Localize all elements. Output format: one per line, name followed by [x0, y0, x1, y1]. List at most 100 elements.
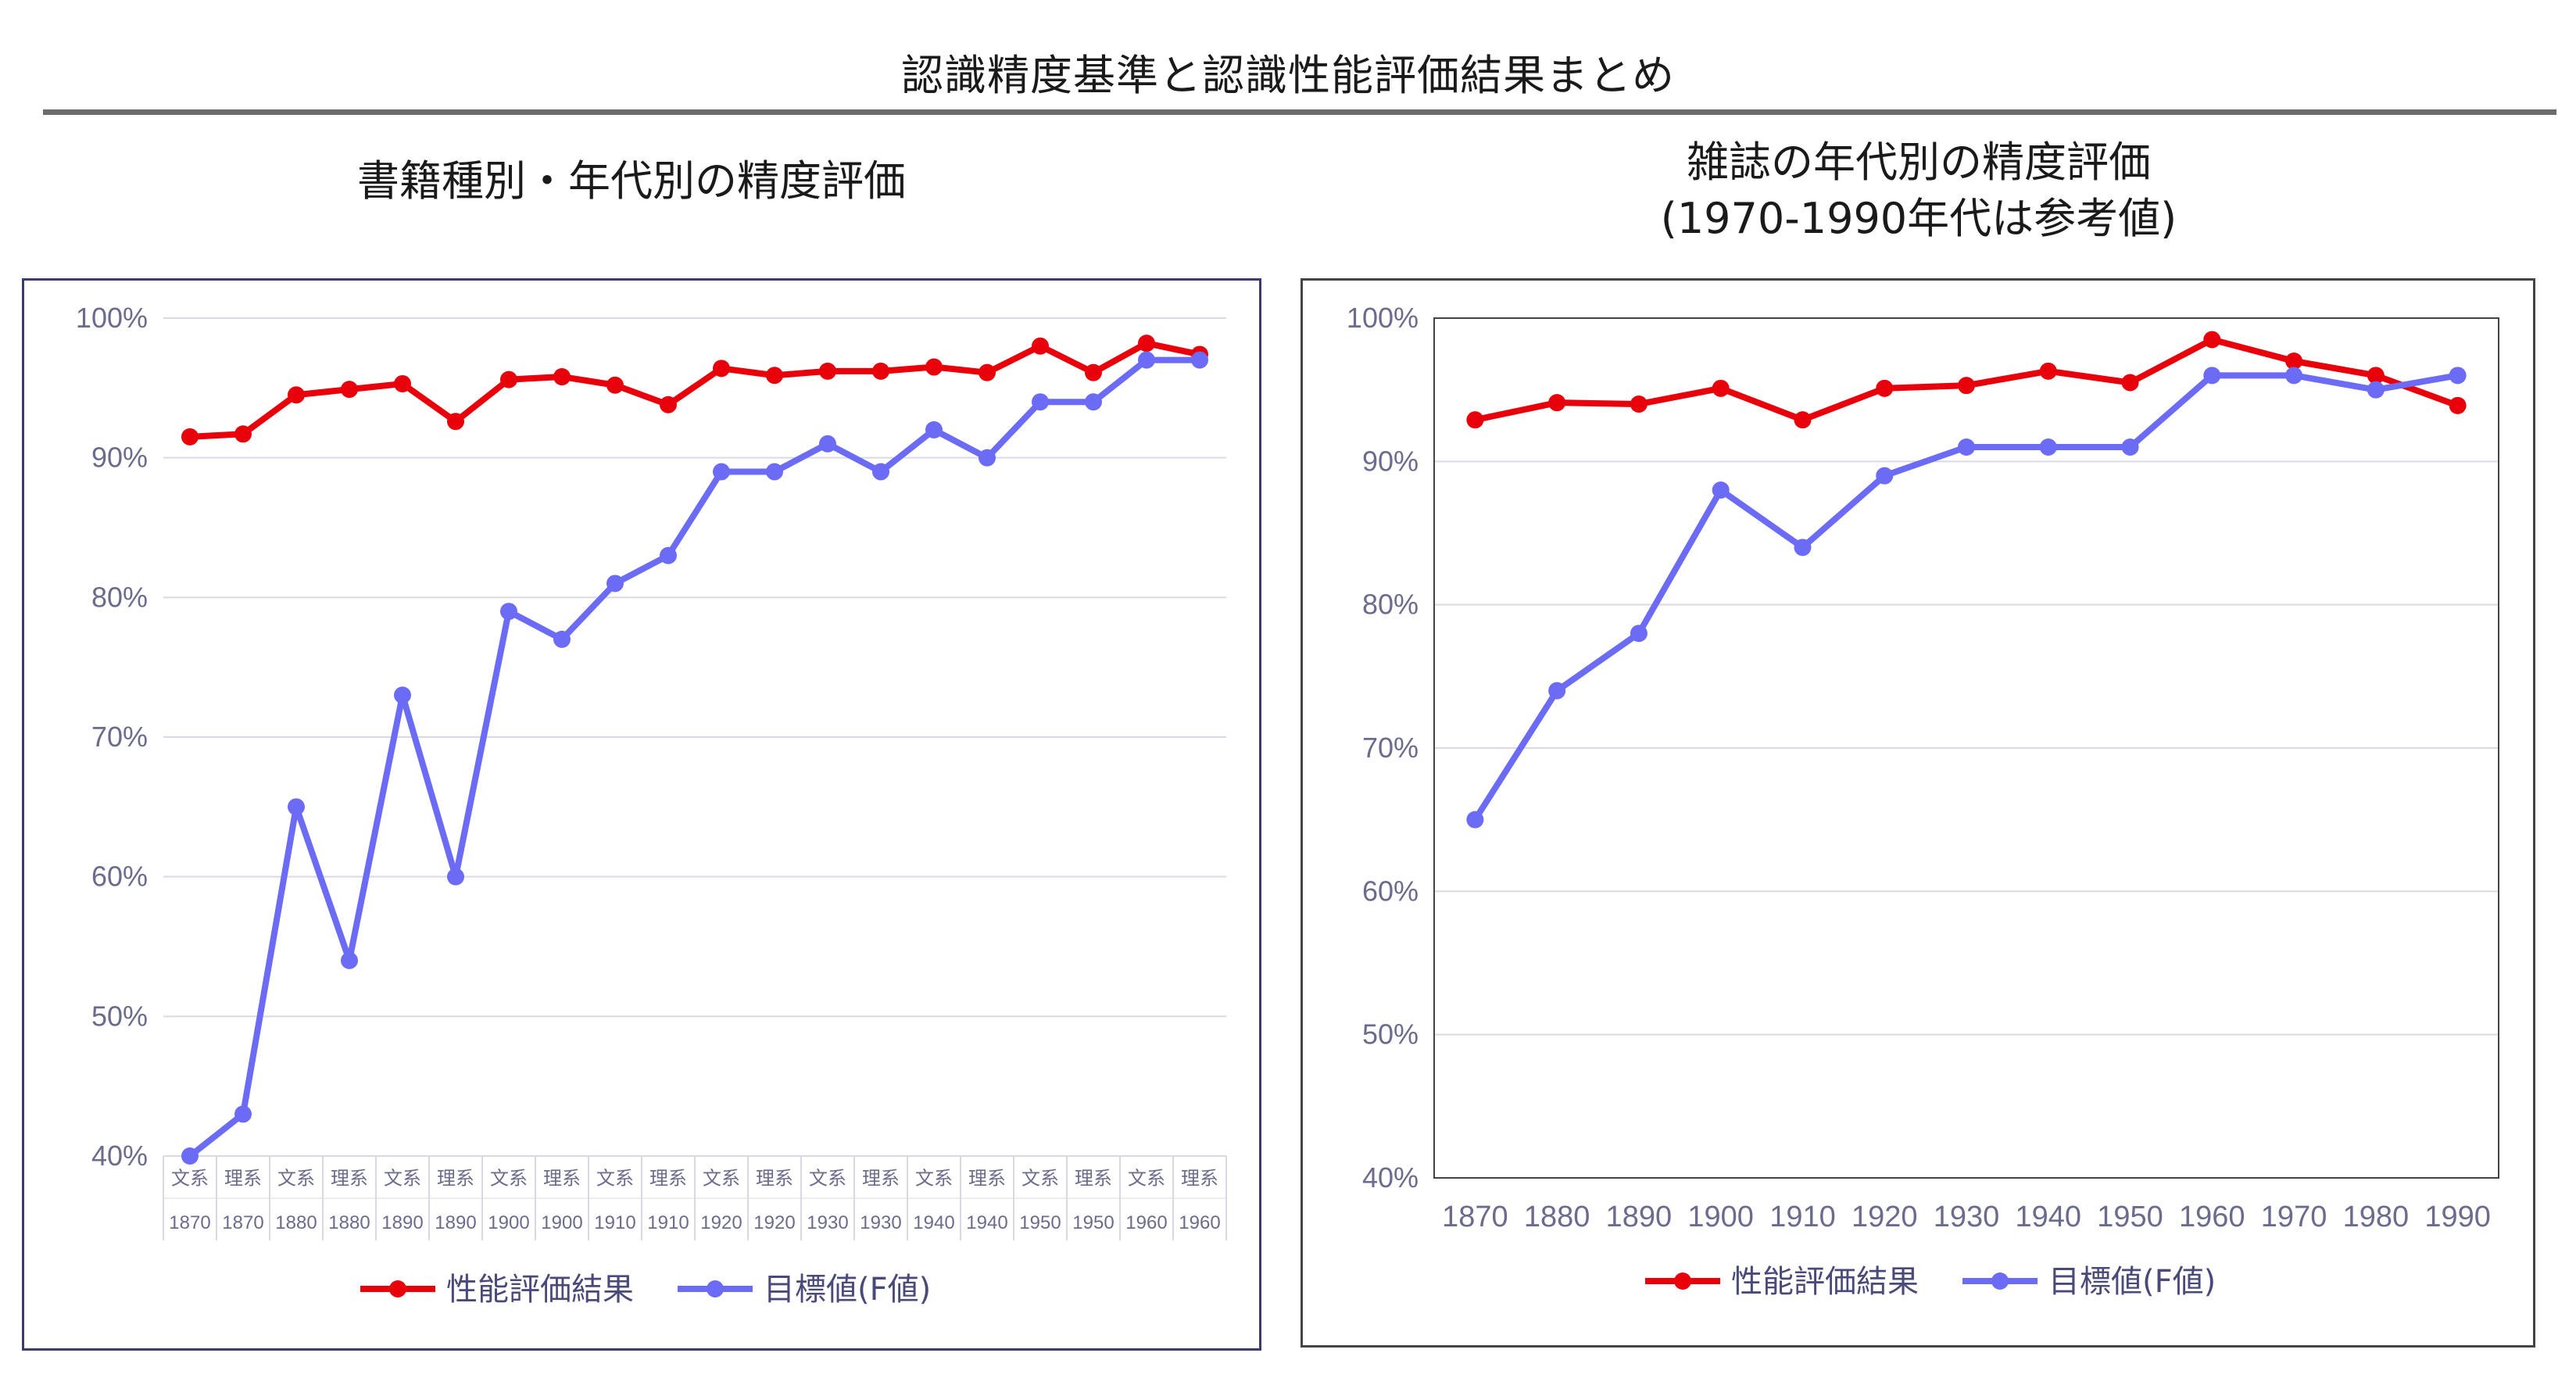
- data-point: [2449, 396, 2467, 414]
- y-tick-label: 70%: [91, 721, 148, 753]
- x-tick-label-year: 1940: [966, 1212, 1007, 1233]
- x-tick-label: 1940: [2015, 1201, 2081, 1233]
- data-point: [394, 374, 411, 392]
- y-tick-label: 80%: [1362, 589, 1419, 621]
- data-point: [979, 449, 996, 467]
- data-point: [1794, 411, 1812, 429]
- y-tick-label: 40%: [91, 1140, 148, 1172]
- data-point: [872, 362, 889, 380]
- data-point: [2203, 367, 2221, 385]
- chart-right-title: 雑誌の年代別の精度評価 (1970-1990年代は参考値): [1290, 134, 2548, 247]
- data-point: [606, 574, 624, 592]
- x-tick-label-type: 理系: [756, 1169, 793, 1190]
- chart-left-title: 書籍種別・年代別の精度評価: [22, 153, 1241, 209]
- legend-swatch-marker: [1674, 1272, 1691, 1290]
- data-point: [766, 463, 783, 481]
- data-point: [1712, 481, 1730, 499]
- chart-left-frame: 40% 50% 60% 70% 80% 90% 100% 文系 理系 文系 理系 文系 理系 文系 理系 文系…: [22, 278, 1261, 1351]
- data-point: [1876, 467, 1894, 485]
- y-tick-label: 80%: [91, 581, 148, 613]
- data-point: [660, 546, 677, 564]
- data-point: [500, 603, 517, 621]
- data-point: [2039, 362, 2057, 380]
- data-point: [1630, 396, 1648, 413]
- x-tick-label: 1970: [2261, 1201, 2327, 1233]
- x-tick-label: 1960: [2179, 1201, 2245, 1233]
- x-tick-label-year: 1900: [541, 1212, 582, 1233]
- x-tick-label: 1910: [1769, 1201, 1836, 1233]
- data-point: [2285, 353, 2303, 370]
- x-tick-label: 1980: [2343, 1201, 2410, 1233]
- data-point: [553, 630, 571, 648]
- x-tick-label-type: 文系: [490, 1169, 528, 1190]
- data-point: [766, 367, 783, 385]
- x-tick-label: 1890: [1606, 1201, 1673, 1233]
- data-point: [2121, 374, 2139, 392]
- x-tick-label-year: 1890: [435, 1212, 476, 1233]
- data-point: [2285, 367, 2303, 385]
- x-tick-label-type: 理系: [437, 1169, 474, 1190]
- data-point: [872, 463, 889, 481]
- legend-swatch-marker: [1991, 1272, 2009, 1290]
- y-tick-label: 90%: [91, 442, 148, 474]
- x-tick-label-year: 1930: [860, 1212, 901, 1233]
- x-tick-label-year: 1910: [594, 1212, 635, 1233]
- data-point: [819, 362, 836, 380]
- x-tick-label: 1950: [2097, 1201, 2163, 1233]
- x-tick-label-year: 1900: [488, 1212, 529, 1233]
- data-point: [925, 421, 943, 438]
- y-tick-label: 60%: [91, 861, 148, 893]
- x-tick-label-year: 1940: [913, 1212, 954, 1233]
- x-tick-label-type: 理系: [862, 1169, 900, 1190]
- x-tick-label-type: 文系: [596, 1169, 634, 1190]
- chart-left-title-text: 書籍種別・年代別の精度評価: [357, 156, 906, 206]
- data-point: [660, 396, 677, 413]
- x-tick-label-year: 1890: [381, 1212, 423, 1233]
- x-tick-label-year: 1950: [1072, 1212, 1114, 1233]
- data-point: [713, 360, 730, 378]
- x-tick-label-type: 文系: [384, 1169, 421, 1190]
- x-tick-label: 1870: [1442, 1201, 1508, 1233]
- x-tick-label: 1990: [2424, 1201, 2491, 1233]
- data-point: [606, 376, 624, 394]
- data-point: [447, 868, 464, 886]
- legend-label: 目標値(F値): [764, 1272, 931, 1308]
- chart-left: 40%50%60%70%80%90%100%文系 理系 文系 理系 文系 理系 文系 理系 文系…: [76, 302, 1227, 1308]
- x-tick-label-type: 理系: [1075, 1169, 1112, 1190]
- legend-swatch-marker: [707, 1280, 724, 1297]
- x-tick-label-type: 理系: [224, 1169, 262, 1190]
- data-point: [341, 951, 358, 969]
- chart-right-frame: 40% 50% 60% 70% 80% 90% 100% 1870 1880 1890 1900 19…: [1301, 278, 2535, 1348]
- x-tick-label-year: 1910: [647, 1212, 689, 1233]
- x-tick-label-type: 理系: [968, 1169, 1006, 1190]
- data-point: [2039, 438, 2057, 456]
- x-tick-label-type: 文系: [915, 1169, 953, 1190]
- x-tick-label-type: 文系: [277, 1169, 315, 1190]
- y-tick-label: 100%: [76, 302, 148, 334]
- data-point: [181, 428, 199, 446]
- data-point: [1466, 811, 1484, 829]
- x-tick-label: 1930: [1934, 1201, 2000, 1233]
- legend-swatch-marker: [389, 1280, 406, 1297]
- y-tick-label: 40%: [1362, 1161, 1419, 1194]
- x-tick-label-type: 文系: [171, 1169, 209, 1190]
- y-tick-label: 70%: [1362, 732, 1419, 764]
- legend-label: 目標値(F値): [2048, 1264, 2216, 1300]
- x-tick-label-type: 理系: [649, 1169, 687, 1190]
- data-point: [234, 1105, 252, 1123]
- data-point: [447, 413, 464, 431]
- data-point: [181, 1147, 199, 1165]
- data-point: [1876, 379, 1894, 397]
- legend-label: 性能評価結果: [446, 1272, 634, 1308]
- data-point: [288, 798, 305, 816]
- data-point: [1138, 351, 1155, 369]
- x-tick-label-year: 1950: [1019, 1212, 1061, 1233]
- x-tick-label: 1920: [1852, 1201, 1918, 1233]
- chart-right: 40% 50% 60% 70% 80% 90% 100% 1870 1880 1890 1900 19…: [1347, 302, 2499, 1300]
- x-tick-label-type: 文系: [1128, 1169, 1165, 1190]
- x-tick-label-year: 1880: [275, 1212, 317, 1233]
- data-point: [1958, 438, 1975, 456]
- page-title: 認識精度基準と認識性能評価結果まとめ: [901, 51, 1675, 100]
- data-point: [1466, 411, 1484, 429]
- y-tick-label: 50%: [1362, 1018, 1419, 1051]
